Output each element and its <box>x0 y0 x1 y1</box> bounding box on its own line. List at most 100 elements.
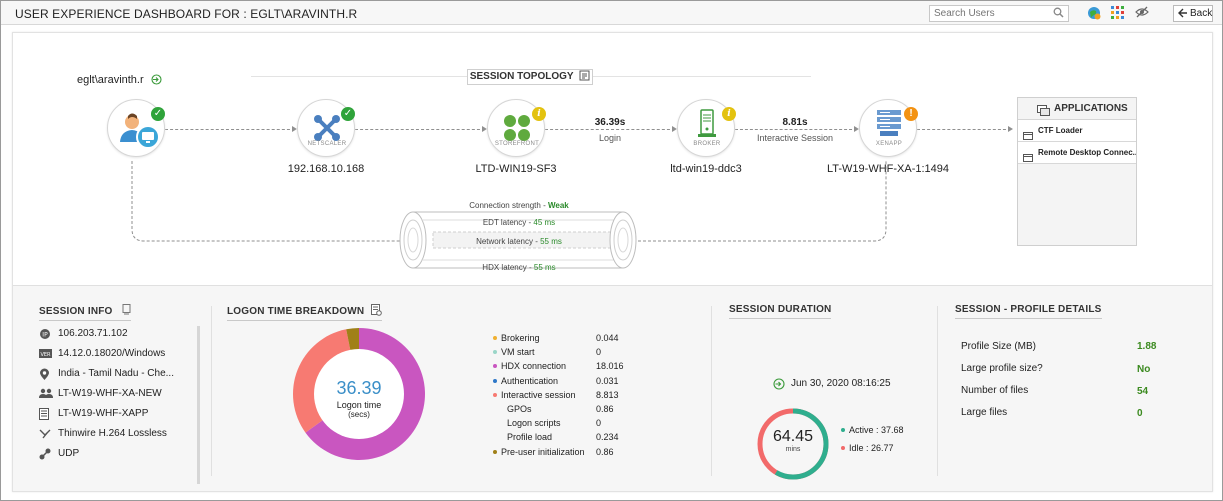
legend-dot <box>493 378 497 383</box>
donut-center: 36.39 Logon time (secs) <box>291 378 427 419</box>
interactive-label: Interactive Session <box>756 133 834 143</box>
connection-strength-label: Connection strength - <box>469 201 546 210</box>
edt-latency-value: 45 ms <box>533 218 556 227</box>
app-item-ctf-loader[interactable]: CTF Loader <box>1018 120 1136 142</box>
session-topology: SESSION TOPOLOGY eglt\aravinth.r 36.39s … <box>13 33 1212 285</box>
storefront-caption: STOREFRONT <box>494 141 540 147</box>
legend-dot <box>493 364 497 369</box>
session-info-scrollbar[interactable] <box>197 326 200 484</box>
legend-value: 0.031 <box>596 375 619 386</box>
topology-print-icon[interactable] <box>579 70 590 81</box>
protocol-icon <box>39 448 51 465</box>
user-label: eglt\aravinth.r <box>77 74 162 86</box>
applications-panel: APPLICATIONS CTF Loader Remote Desktop C… <box>1017 97 1137 246</box>
back-button[interactable]: Back <box>1173 5 1213 22</box>
legend-label: VM start <box>501 347 535 358</box>
link-broker-xenapp <box>735 129 857 130</box>
node-user[interactable] <box>107 99 165 157</box>
logon-breakdown-title: LOGON TIME BREAKDOWN <box>227 304 383 321</box>
legend-label: GPOs <box>507 404 532 414</box>
app-item-label: CTF Loader <box>1038 126 1083 135</box>
profile-size-label: Profile Size (MB) <box>961 341 1037 352</box>
session-info-icon <box>122 304 131 315</box>
active-dot <box>841 428 845 432</box>
legend-label: Profile load <box>507 432 553 443</box>
version-icon: VER <box>39 348 52 364</box>
logon-legend-row: Authentication 0.031 <box>493 375 643 387</box>
globe-refresh-icon[interactable] <box>1087 6 1101 23</box>
search-icon[interactable] <box>1053 7 1064 21</box>
app-window-icon <box>1023 149 1033 163</box>
arrow-head-5 <box>1008 126 1013 132</box>
hdx-latency-value: 55 ms <box>533 263 556 272</box>
hide-eye-icon[interactable] <box>1135 6 1149 21</box>
legend-label: Brokering <box>501 333 540 343</box>
session-info-text: Thinwire H.264 Lossless <box>58 428 167 439</box>
broker-info-icon[interactable]: i <box>722 107 736 121</box>
link-user-netscaler <box>165 129 295 130</box>
arrow-head-1 <box>292 126 297 132</box>
session-info-text: UDP <box>58 448 80 459</box>
login-label: Login <box>598 133 622 143</box>
logon-total-unit: (secs) <box>348 410 370 419</box>
session-info-text: LT-W19-WHF-XA-NEW <box>58 388 162 399</box>
storefront-info-icon[interactable]: i <box>532 107 546 121</box>
topology-title-text: SESSION TOPOLOGY <box>469 71 574 82</box>
arrow-head-2 <box>482 126 487 132</box>
link-storefront-broker <box>545 129 675 130</box>
large-profile-label: Large profile size? <box>961 363 1043 374</box>
app-item-label: Remote Desktop Connec... <box>1038 148 1136 157</box>
session-duration-total: 64.45 <box>772 428 814 445</box>
edt-latency-label: EDT latency - <box>482 218 532 227</box>
profile-size-value: 1.88 <box>1137 341 1157 352</box>
session-start-date-text: Jun 30, 2020 08:16:25 <box>791 378 891 389</box>
idle-legend: Idle : 26.77 <box>841 443 894 453</box>
interactive-duration: 8.81s <box>782 117 808 128</box>
divider-3 <box>937 306 938 476</box>
search-box[interactable] <box>929 5 1069 22</box>
link-netscaler-storefront <box>355 129 485 130</box>
idle-dot <box>841 446 845 450</box>
grid-icon[interactable] <box>1111 6 1124 22</box>
app-item-remote-desktop[interactable]: Remote Desktop Connec... <box>1018 142 1136 164</box>
xenapp-warning-icon[interactable]: ! <box>904 107 918 121</box>
logon-total-value: 36.39 <box>336 378 382 398</box>
latency-pipe <box>131 161 887 269</box>
details-section: SESSION INFO IP 106.203.71.102 VER 14.12… <box>13 285 1212 491</box>
session-duration-unit: mins <box>785 446 801 453</box>
netscaler-caption: NETSCALER <box>307 141 347 147</box>
logon-legend-row: GPOs 0.86 <box>493 403 643 415</box>
dashboard-header: USER EXPERIENCE DASHBOARD FOR : EGLT\ARA… <box>1 1 1222 25</box>
legend-value: 8.813 <box>596 389 619 400</box>
user-status-ok-icon: ✓ <box>151 107 165 121</box>
link-xenapp-apps <box>917 129 1011 130</box>
search-input[interactable] <box>930 6 1048 21</box>
netscaler-status-ok-icon: ✓ <box>341 107 355 121</box>
large-files-value: 0 <box>1137 408 1143 419</box>
legend-label: Authentication <box>501 375 559 386</box>
logon-legend-row: Interactive session 8.813 <box>493 389 643 401</box>
login-icon <box>151 74 162 85</box>
netscaler-icon <box>314 115 340 141</box>
back-label: Back <box>1190 8 1213 19</box>
large-profile-value: No <box>1137 364 1151 375</box>
active-legend: Active : 37.68 <box>841 425 904 435</box>
legend-label: Pre-user initialization <box>501 446 585 457</box>
page-title: USER EXPERIENCE DASHBOARD FOR : EGLT\ARA… <box>15 7 358 21</box>
hdx-latency-label: HDX latency - <box>482 263 532 272</box>
logon-breakdown-title-text: LOGON TIME BREAKDOWN <box>227 306 365 317</box>
applications-title: APPLICATIONS <box>1054 103 1128 114</box>
legend-dot <box>493 350 497 355</box>
logon-report-icon[interactable] <box>371 304 383 316</box>
divider-2 <box>711 306 712 476</box>
session-info-text: 14.12.0.18020/Windows <box>58 348 166 359</box>
divider-1 <box>211 306 212 476</box>
session-info-text: India - Tamil Nadu - Che... <box>58 368 174 379</box>
session-info-users: LT-W19-WHF-XA-NEW <box>39 387 162 401</box>
logon-total-label: Logon time <box>336 400 382 410</box>
active-legend-text: Active : 37.68 <box>849 425 904 435</box>
session-duration-ring <box>757 408 829 480</box>
connection-strength: Connection strength - Weak <box>419 201 619 210</box>
broker-label: ltd-win19-ddc3 <box>670 163 742 175</box>
legend-dot <box>493 392 497 397</box>
